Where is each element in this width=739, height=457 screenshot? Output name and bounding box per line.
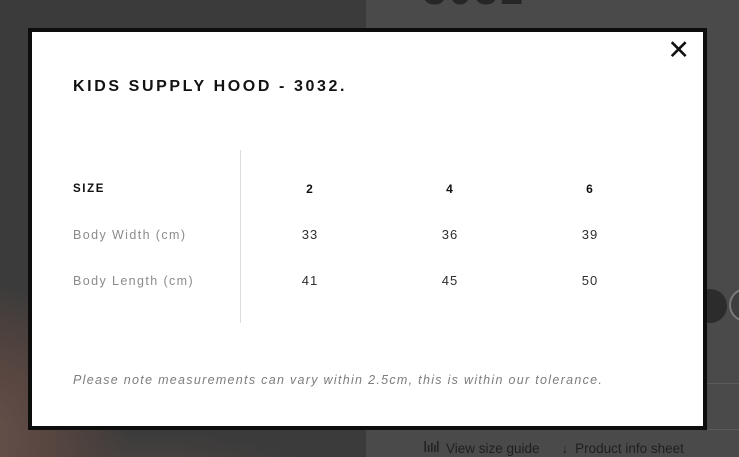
view-size-guide-link[interactable]: View size guide (424, 440, 540, 456)
size-table-header-row: SIZE 2 4 6 (73, 182, 663, 196)
table-row: Body Length (cm) 41 45 50 (73, 273, 663, 288)
row-label: Body Length (cm) (73, 273, 195, 288)
cell-value: 45 (441, 273, 459, 288)
size-guide-modal: ✕ KIDS SUPPLY HOOD - 3032. SIZE 2 4 6 Bo… (28, 28, 707, 430)
cell-value: 41 (301, 273, 319, 288)
size-header-2: 2 (306, 182, 314, 196)
table-divider (240, 150, 241, 323)
table-row: Body Width (cm) 33 36 39 (73, 227, 663, 242)
size-header-4: 4 (446, 182, 454, 196)
size-guide-title: KIDS SUPPLY HOOD - 3032. (73, 78, 348, 95)
cell-value: 36 (441, 227, 459, 242)
product-title: 3032 (423, 0, 526, 14)
cell-value: 39 (581, 227, 599, 242)
close-icon[interactable]: ✕ (667, 35, 690, 65)
cell-value: 50 (581, 273, 599, 288)
row-label: Body Width (cm) (73, 227, 187, 242)
view-size-guide-label: View size guide (446, 440, 540, 456)
tolerance-note: Please note measurements can vary within… (73, 373, 604, 387)
download-arrow-icon: ↓ (561, 440, 569, 456)
product-links-row: View size guide ↓ Product info sheet (424, 440, 684, 456)
size-header-6: 6 (586, 182, 594, 196)
product-info-sheet-link[interactable]: ↓ Product info sheet (562, 441, 684, 456)
size-guide-icon (424, 440, 439, 456)
size-column-header: SIZE (73, 183, 105, 195)
cell-value: 33 (301, 227, 319, 242)
product-info-sheet-label: Product info sheet (575, 440, 684, 456)
